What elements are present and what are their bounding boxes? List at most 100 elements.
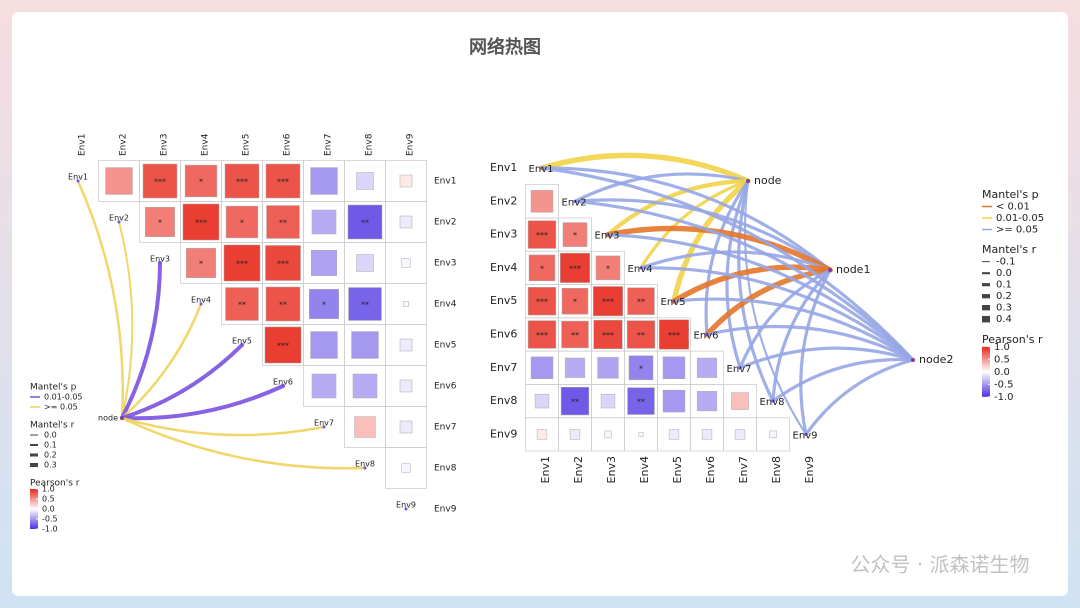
cell bbox=[182, 203, 220, 241]
legend-label: 0.2 bbox=[44, 451, 57, 460]
significance: *** bbox=[277, 178, 289, 187]
env-point-label: Env7 bbox=[314, 419, 334, 428]
row-label: Env2 bbox=[434, 218, 456, 228]
cell bbox=[311, 209, 337, 235]
cell bbox=[225, 287, 259, 321]
legend-title: Mantel's p bbox=[30, 383, 77, 393]
mantel-link bbox=[771, 357, 915, 403]
significance: *** bbox=[236, 260, 248, 269]
mantel-link bbox=[639, 179, 750, 270]
row-label: Env4 bbox=[434, 300, 457, 310]
significance: *** bbox=[277, 260, 289, 269]
legend-label: 0.01-0.05 bbox=[44, 393, 83, 402]
env-point-label: Env3 bbox=[595, 231, 620, 242]
mantel-link bbox=[738, 268, 832, 370]
col-label: Env6 bbox=[704, 456, 717, 483]
significance: * bbox=[199, 260, 203, 269]
mantel-link bbox=[804, 358, 915, 436]
row-label: Env9 bbox=[434, 505, 457, 515]
mantel-link bbox=[120, 416, 326, 437]
significance: * bbox=[158, 219, 162, 228]
col-label: Env1 bbox=[539, 456, 552, 483]
cell bbox=[628, 355, 654, 381]
cell bbox=[626, 320, 656, 349]
legend-label: 0.0 bbox=[996, 268, 1012, 279]
cell bbox=[311, 373, 337, 399]
env-point-label: Env1 bbox=[529, 164, 554, 175]
row-label: Env3 bbox=[490, 228, 517, 241]
cell bbox=[562, 222, 588, 247]
cell bbox=[528, 254, 556, 282]
cell bbox=[701, 429, 713, 440]
cell bbox=[731, 392, 749, 410]
row-label: Env2 bbox=[490, 194, 517, 207]
col-label: Env5 bbox=[242, 134, 252, 156]
row-label: Env5 bbox=[434, 341, 456, 351]
env-point-label: Env4 bbox=[191, 296, 211, 305]
node-point bbox=[911, 358, 915, 362]
env-point bbox=[606, 233, 610, 237]
cell bbox=[265, 163, 301, 199]
env-point bbox=[322, 425, 326, 429]
cell bbox=[356, 172, 374, 190]
env-point-label: Env7 bbox=[727, 364, 752, 375]
cell-box bbox=[756, 417, 790, 452]
cell bbox=[561, 287, 589, 315]
mantel-link bbox=[605, 225, 833, 273]
significance: * bbox=[606, 264, 610, 273]
significance: *** bbox=[602, 298, 614, 307]
cell bbox=[536, 429, 548, 440]
significance: ** bbox=[637, 298, 645, 307]
col-label: Env8 bbox=[365, 133, 375, 156]
cell bbox=[561, 320, 589, 349]
significance: *** bbox=[602, 331, 614, 340]
legend-label: >= 0.05 bbox=[996, 225, 1038, 236]
col-label: Env4 bbox=[201, 133, 211, 156]
cell bbox=[266, 205, 300, 239]
cell bbox=[593, 286, 623, 317]
colorbar-label: -0.5 bbox=[42, 515, 58, 524]
cell bbox=[659, 319, 689, 350]
legend-label: 0.1 bbox=[44, 441, 57, 450]
mantel-link bbox=[573, 199, 915, 362]
col-label: Env7 bbox=[324, 134, 334, 156]
cell-box bbox=[385, 447, 427, 489]
mantel-link bbox=[573, 172, 750, 203]
node-label: node bbox=[98, 414, 118, 423]
row-label: Env1 bbox=[490, 161, 517, 174]
significance: *** bbox=[277, 342, 289, 351]
cell bbox=[527, 320, 557, 349]
significance: * bbox=[199, 178, 203, 187]
legend-label: 0.3 bbox=[44, 461, 57, 470]
cell bbox=[769, 430, 777, 439]
significance: * bbox=[639, 364, 643, 373]
significance: *** bbox=[536, 331, 548, 340]
env-point bbox=[117, 220, 121, 224]
colorbar bbox=[30, 489, 38, 529]
col-label: Env4 bbox=[638, 456, 651, 483]
watermark: 公众号 · 派森诺生物 bbox=[850, 553, 1029, 577]
env-point-label: Env5 bbox=[232, 337, 252, 346]
cell bbox=[354, 416, 376, 438]
legend-label: < 0.01 bbox=[996, 202, 1030, 213]
legend-label: 0.2 bbox=[996, 291, 1012, 302]
legend-title: Mantel's r bbox=[982, 243, 1037, 256]
cell bbox=[223, 244, 261, 282]
cell bbox=[604, 430, 612, 439]
env-point-label: Env6 bbox=[694, 331, 719, 342]
significance: ** bbox=[279, 301, 287, 310]
significance: * bbox=[573, 231, 577, 240]
mantel-link bbox=[540, 166, 915, 362]
row-label: Env6 bbox=[434, 382, 457, 392]
env-point-label: Env8 bbox=[760, 397, 785, 408]
col-label: Env8 bbox=[770, 456, 783, 483]
env-point bbox=[804, 432, 808, 436]
row-label: Env1 bbox=[434, 177, 456, 187]
cell bbox=[401, 463, 411, 473]
env-point-label: Env3 bbox=[150, 255, 170, 264]
significance: *** bbox=[569, 264, 581, 273]
significance: * bbox=[540, 264, 544, 273]
cell bbox=[310, 331, 338, 359]
mantel-link bbox=[120, 416, 367, 470]
